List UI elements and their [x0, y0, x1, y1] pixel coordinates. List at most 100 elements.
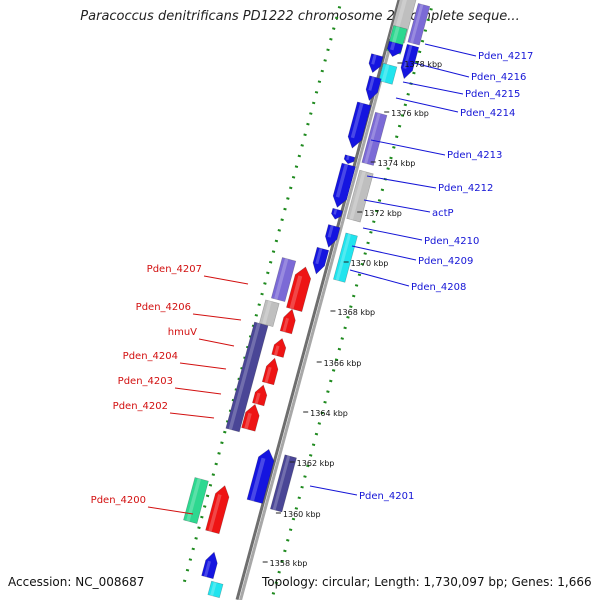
gene-feature: [271, 338, 287, 358]
gene-feature: [400, 43, 420, 80]
gene-label-pden_4216: Pden_4216: [471, 72, 526, 83]
gene-feature: [346, 169, 374, 223]
gene-highlight: [244, 412, 252, 430]
tick-label: 1364 kbp: [310, 409, 348, 418]
gene-highlight: [335, 233, 352, 281]
gene-feature: [361, 111, 388, 166]
gene-highlight: [254, 392, 261, 405]
gene-label-hmuv: hmuV: [168, 327, 197, 338]
gene-feature: [347, 101, 372, 149]
callout-line: [198, 338, 235, 347]
gene-feature: [331, 207, 343, 220]
gene-highlight: [272, 455, 291, 511]
gene-label-pden_4202: Pden_4202: [113, 401, 168, 412]
callout-line: [424, 43, 477, 57]
tick-label: 1360 kbp: [283, 510, 321, 519]
gene-highlight: [282, 317, 289, 333]
gene-highlight: [264, 366, 272, 384]
tick-label: 1366 kbp: [324, 359, 362, 368]
kbp-ticks: 1378 kbp 1376 kbp 1374 kbp 1372 kbp 1370 kbp…: [262, 60, 442, 568]
gene-highlight: [364, 112, 381, 164]
gene-feature: [259, 299, 280, 328]
gene-highlight: [273, 345, 280, 356]
gene-label-pden_4214: Pden_4214: [460, 108, 515, 119]
gene-feature: [241, 403, 260, 432]
gene-feature: [387, 40, 404, 57]
gene-label-pden_4207: Pden_4207: [147, 264, 202, 275]
callout-line: [395, 97, 459, 113]
forward-strand-guide: [270, 7, 433, 600]
tick-label: 1368 kbp: [337, 308, 375, 317]
topology-text: Topology: circular; Length: 1,730,097 bp…: [262, 575, 592, 589]
gene-feature: [269, 454, 297, 513]
gene-feature: [246, 448, 275, 504]
gene-label-pden_4210: Pden_4210: [424, 236, 479, 247]
callout-line: [192, 313, 242, 321]
gene-feature: [270, 257, 297, 303]
tick-label: 1362 kbp: [297, 459, 335, 468]
gene-highlight: [228, 322, 261, 430]
callout-line: [174, 387, 222, 395]
gene-highlight: [390, 41, 396, 51]
callout-line: [349, 269, 410, 287]
gene-label-pden_4209: Pden_4209: [418, 256, 473, 267]
gene-highlight: [203, 560, 211, 578]
gene-highlight: [208, 494, 222, 532]
gene-feature: [333, 232, 358, 283]
gene-label-pden_4200: Pden_4200: [91, 495, 146, 506]
gene-feature: [286, 266, 312, 312]
callout-line: [169, 412, 215, 419]
callout-line: [309, 485, 358, 496]
gene-label-pden_4206: Pden_4206: [136, 302, 191, 313]
callout-line: [409, 61, 470, 78]
gene-feature: [368, 53, 384, 74]
gene-feature: [332, 162, 356, 208]
tick-label: 1378 kbp: [404, 60, 442, 69]
gene-label-pden_4208: Pden_4208: [411, 282, 466, 293]
gene-feature: [378, 62, 398, 85]
gene-label-pden_4201: Pden_4201: [359, 491, 414, 502]
gene-feature: [207, 580, 224, 599]
tick-label: 1358 kbp: [270, 559, 308, 568]
gene-highlight: [335, 163, 349, 198]
gene-feature: [225, 321, 269, 433]
gene-callouts: Pden_4217 Pden_4216 Pden_4215 Pden_4214 Pden…: [91, 43, 533, 515]
callout-line: [351, 245, 417, 261]
callout-line: [366, 175, 437, 189]
callout-line: [179, 362, 227, 370]
tick-label: 1370 kbp: [351, 259, 389, 268]
gene-highlight: [349, 170, 366, 221]
gene-label-pden_4215: Pden_4215: [465, 89, 520, 100]
gene-label-pden_4203: Pden_4203: [118, 376, 173, 387]
callout-line: [402, 81, 464, 95]
gene-highlight: [381, 64, 390, 83]
gene-highlight: [250, 457, 266, 502]
gene-feature: [407, 3, 431, 46]
gene-feature: [365, 75, 382, 102]
gene-highlight: [350, 102, 364, 139]
callout-line: [363, 199, 431, 213]
accession-text: Accession: NC_008687: [8, 575, 145, 589]
gene-feature: [312, 246, 330, 275]
callout-line: [147, 506, 194, 515]
callout-line: [203, 275, 249, 285]
gene-highlight: [327, 225, 334, 238]
tick-label: 1374 kbp: [378, 159, 416, 168]
gene-highlight: [410, 4, 424, 44]
gene-highlight: [371, 54, 377, 65]
gene-label-pden_4217: Pden_4217: [478, 51, 533, 62]
gene-feature: [279, 308, 296, 335]
gene-label-actp: actP: [432, 208, 454, 219]
gene-highlight: [210, 581, 217, 597]
gene-label-pden_4204: Pden_4204: [123, 351, 178, 362]
tick-label: 1372 kbp: [364, 209, 402, 218]
gene-label-pden_4213: Pden_4213: [447, 150, 502, 161]
gene-feature: [325, 224, 341, 248]
callout-line: [362, 227, 423, 241]
gene-feature: [261, 357, 279, 386]
gene-feature: [205, 485, 230, 535]
gene-feature: [343, 154, 356, 165]
gene-highlight: [262, 300, 272, 325]
gene-label-pden_4212: Pden_4212: [438, 183, 493, 194]
gene-highlight: [368, 76, 375, 91]
